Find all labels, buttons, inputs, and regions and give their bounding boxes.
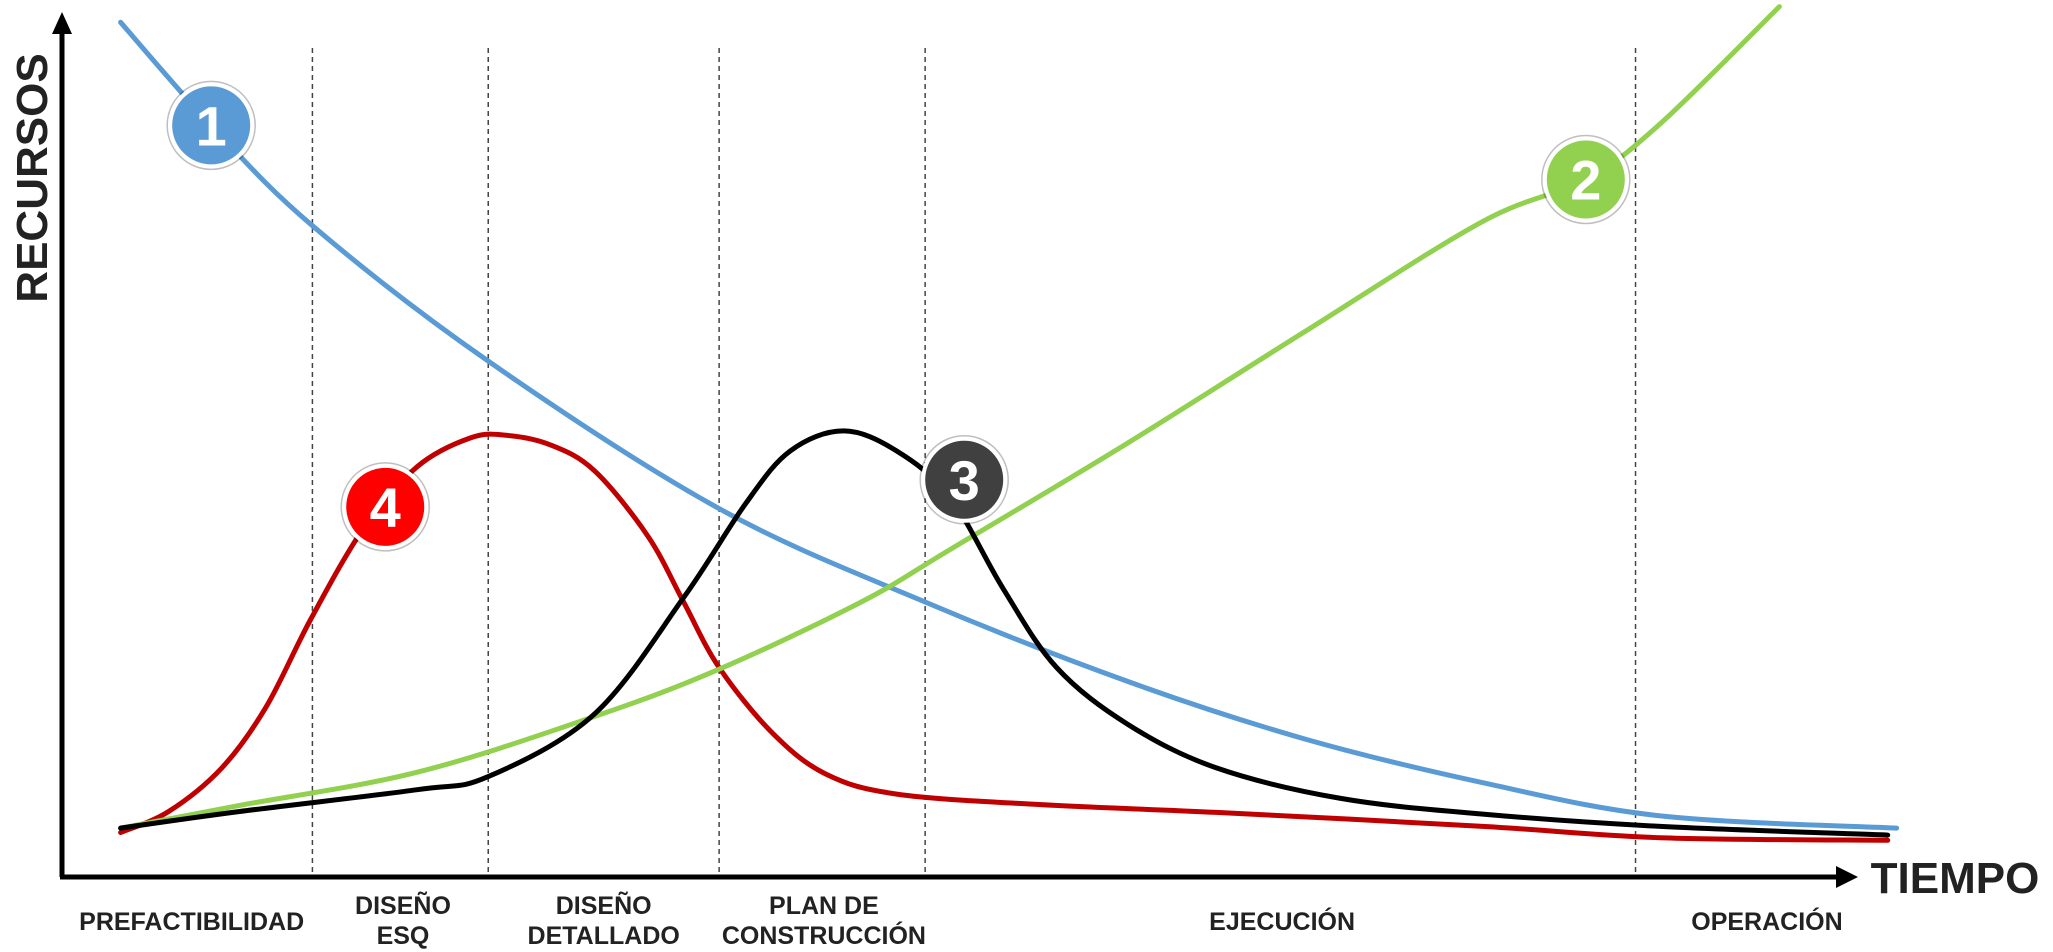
series-line-3 [118,428,1891,838]
phase-label: OPERACIÓN [1691,906,1842,936]
marker-label: 3 [949,449,980,512]
series-marker-2: 2 [1541,134,1631,225]
series-marker-4: 4 [340,462,430,552]
series-line-1 [118,19,1900,831]
x-axis-title: TIEMPO [1871,854,2040,903]
axes [52,12,1858,888]
marker-outline [340,462,430,552]
marker-label: 4 [370,476,401,539]
marker-outline [1541,134,1631,225]
marker-outline [919,435,1009,525]
marker-label: 2 [1570,148,1601,211]
marker-circle [168,82,255,169]
marker-outline [166,80,256,171]
series-line-2 [118,4,1782,831]
marker-label: 1 [196,94,227,157]
marker-circle [342,463,429,550]
y-axis-title: RECURSOS [8,53,57,302]
phase-label: PLAN DE CONSTRUCCIÓN [722,892,926,950]
phase-label: DISEÑO DETALLADO [528,890,680,950]
series-markers: 1 2 3 4 [166,80,1631,552]
phase-label: EJECUCIÓN [1209,906,1355,936]
series-line-4 [118,431,1891,843]
phase-label: PREFACTIBILIDAD [79,908,304,936]
series-marker-3: 3 [919,435,1009,525]
x-axis-arrow-icon [1836,866,1858,888]
marker-circle [921,436,1008,523]
phase-boundaries [311,48,1637,875]
phase-labels: PREFACTIBILIDAD DISEÑO ESQ DISEÑO DETALLADO P… [79,890,1843,950]
phase-label: DISEÑO ESQ [355,890,451,950]
marker-circle [1542,136,1629,223]
series-marker-1: 1 [166,80,256,171]
series-lines [118,4,1900,843]
y-axis-arrow-icon [52,12,72,34]
